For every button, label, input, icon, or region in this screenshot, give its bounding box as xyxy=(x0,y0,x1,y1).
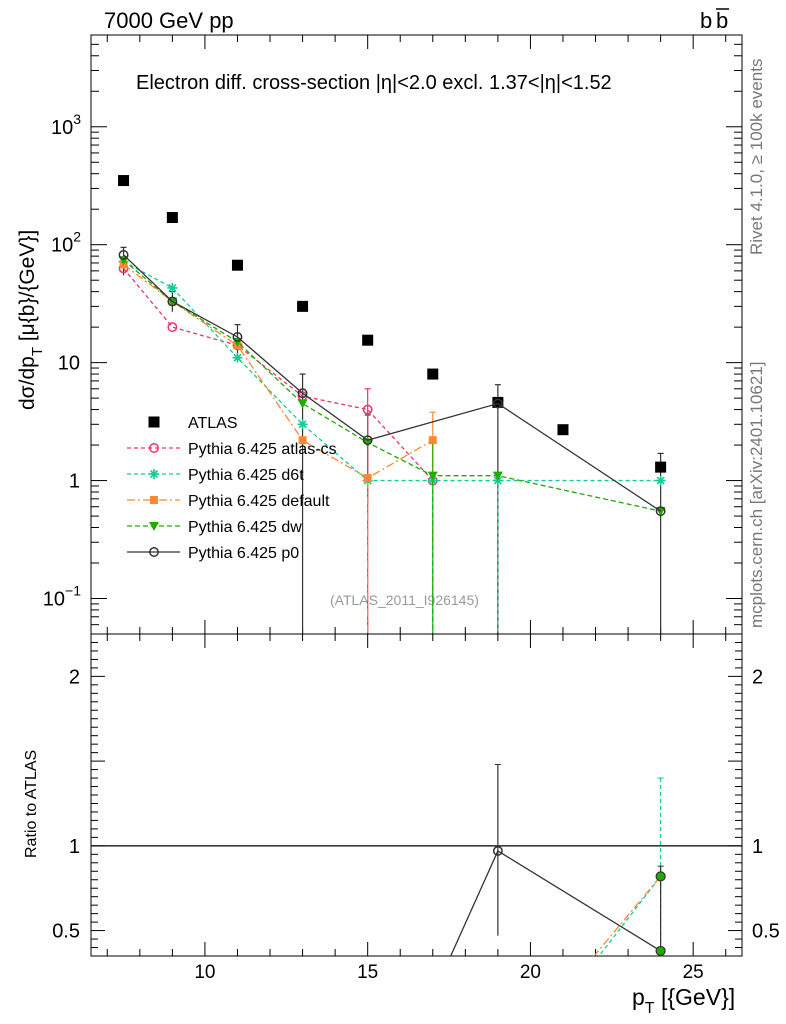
ratio-tick-label-right: 2 xyxy=(752,666,763,688)
ratio-series-group xyxy=(449,763,666,956)
ratio-tick-label-right: 1 xyxy=(752,836,763,858)
y-tick-label: 10−1 xyxy=(43,582,81,610)
y-tick-label: 1 xyxy=(69,471,80,493)
data-point-d6t xyxy=(232,352,243,363)
data-point-ATLAS xyxy=(655,461,667,473)
data-point-ATLAS xyxy=(362,334,374,346)
legend-label: Pythia 6.425 d6t xyxy=(188,467,304,484)
legend-label: Pythia 6.425 p0 xyxy=(188,545,299,562)
header-energy: 7000 GeV pp xyxy=(104,8,234,33)
data-point-ATLAS xyxy=(557,424,569,436)
legend-marker xyxy=(149,522,159,531)
legend-label: Pythia 6.425 default xyxy=(188,493,330,510)
y-tick-label: 102 xyxy=(51,229,81,257)
legend-label: Pythia 6.425 dw xyxy=(188,519,302,536)
data-point-d6t xyxy=(297,419,308,430)
legend-marker xyxy=(149,443,159,453)
ratio-inner xyxy=(449,763,666,956)
data-point-ATLAS xyxy=(231,259,243,271)
data-point-ATLAS xyxy=(166,212,178,224)
series-line-d6t xyxy=(123,260,661,482)
y-tick-exponent: 3 xyxy=(73,111,81,127)
data-point-d6t xyxy=(655,475,666,486)
data-point-default xyxy=(428,436,437,445)
data-point-ATLAS xyxy=(492,396,504,408)
header-process-b: b xyxy=(700,8,712,33)
ratio-point-d6t xyxy=(655,871,666,882)
data-point-d6t xyxy=(167,282,178,293)
y-tick-label: 103 xyxy=(51,111,81,139)
analysis-watermark: (ATLAS_2011_I926145) xyxy=(330,592,479,608)
legend: ATLAS Pythia 6.425 atlas-cs Pythia 6.425 d… xyxy=(127,415,337,562)
x-tick-label: 20 xyxy=(520,962,541,983)
y-tick-label: 10 xyxy=(58,353,80,375)
legend-label: Pythia 6.425 atlas-cs xyxy=(188,441,337,458)
data-point-p0 xyxy=(492,398,503,409)
data-point-atlas-cs xyxy=(362,404,373,415)
header-process-bbar: b xyxy=(716,8,728,33)
data-point-ATLAS xyxy=(427,368,439,380)
rivet-label: Rivet 4.1.0, ≥ 100k events xyxy=(747,59,766,255)
ratio-axis-ticks: 10 15 20 25 0.5 0.5 1 1 2 2 xyxy=(52,633,780,983)
ratio-line-d6t xyxy=(598,875,662,956)
ratio-plot-frame xyxy=(90,633,743,957)
data-point-dw xyxy=(362,438,373,448)
legend-marker xyxy=(149,469,159,479)
main-series-group xyxy=(118,175,667,634)
data-point-ATLAS xyxy=(297,300,309,312)
ratio-point-p0 xyxy=(492,845,503,856)
x-tick-label: 15 xyxy=(357,962,378,983)
data-point-dw xyxy=(492,471,503,481)
data-point-p0 xyxy=(232,332,243,342)
ratio-point-dw xyxy=(655,945,666,956)
ratio-tick-label-left: 1 xyxy=(69,836,80,858)
data-point-p0 xyxy=(297,388,308,399)
legend-marker xyxy=(149,547,159,557)
series-line-default xyxy=(123,263,434,479)
data-point-atlas-cs xyxy=(167,322,178,333)
series-line-atlas-cs xyxy=(123,267,434,482)
data-point-p0 xyxy=(655,506,666,517)
chart-title: Electron diff. cross-section |η|<2.0 exc… xyxy=(136,72,612,94)
y-tick-exponent: −1 xyxy=(65,582,81,598)
x-tick-label: 10 xyxy=(194,962,215,983)
ratio-tick-label-left: 0.5 xyxy=(52,921,80,943)
y-axis-label: dσ/dpT [μ{b}/{GeV}] xyxy=(16,230,46,410)
series-line-p0 xyxy=(123,254,661,512)
data-point-p0 xyxy=(362,435,373,446)
data-point-p0 xyxy=(167,296,178,307)
ratio-tick-label-right: 0.5 xyxy=(752,921,780,943)
data-point-dw xyxy=(297,399,308,409)
legend-marker xyxy=(148,416,160,428)
main-axis-ticks: 10−1 1 10 102 103 xyxy=(43,34,742,635)
data-point-p0 xyxy=(118,249,129,260)
y-tick-exponent: 2 xyxy=(73,229,81,245)
series-line-dw xyxy=(123,259,661,512)
data-point-dw xyxy=(427,471,438,481)
data-point-default xyxy=(298,436,307,445)
legend-label: ATLAS xyxy=(188,415,238,432)
ratio-tick-label-left: 2 xyxy=(69,666,80,688)
ratio-line-default xyxy=(593,875,662,956)
data-point-ATLAS xyxy=(118,175,130,187)
x-axis-label: pT [{GeV}] xyxy=(632,984,735,1017)
data-point-default xyxy=(363,474,372,483)
legend-marker xyxy=(150,496,158,504)
x-tick-label: 25 xyxy=(683,962,704,983)
mcplots-label: mcplots.cern.ch [arXiv:2401.10621] xyxy=(747,362,766,628)
ratio-y-label: Ratio to ATLAS xyxy=(23,750,40,858)
